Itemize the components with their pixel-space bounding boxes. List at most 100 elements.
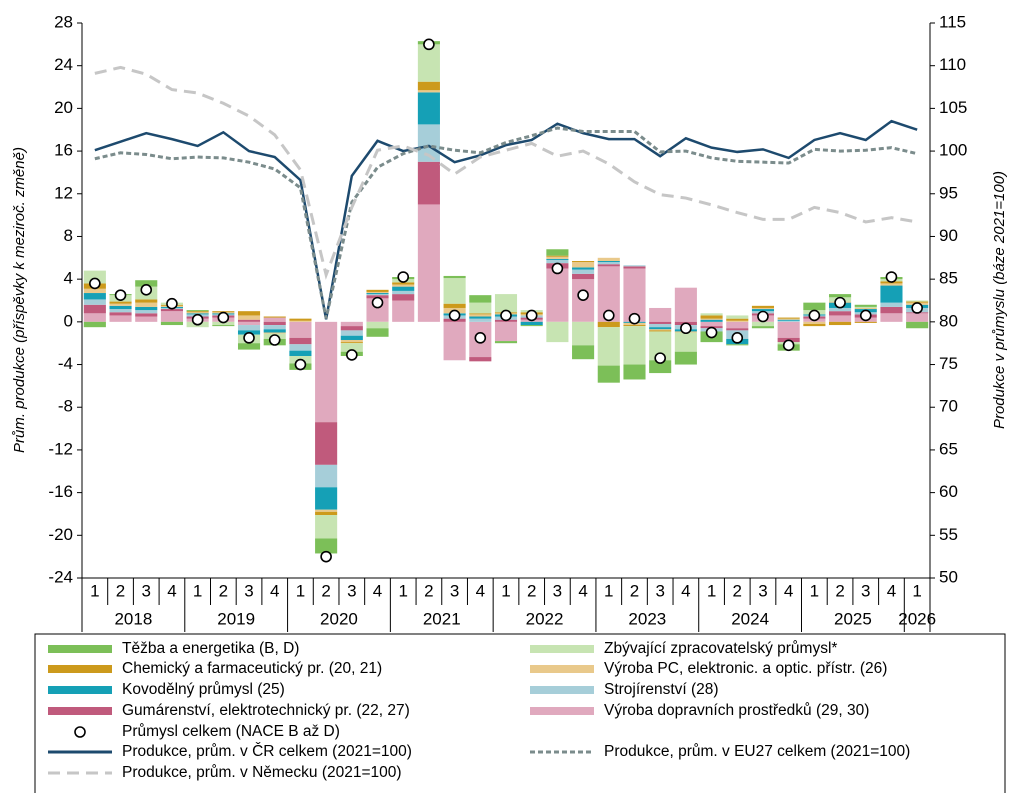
- bar-segment: [109, 301, 132, 304]
- bar-segment: [237, 343, 261, 350]
- total-point: [757, 310, 769, 323]
- bar-segment: [160, 321, 183, 326]
- bar-segment: [700, 319, 723, 322]
- bar-segment: [829, 315, 852, 322]
- legend-swatch: [48, 665, 112, 673]
- bar-segment: [340, 326, 363, 331]
- bar-segment: [803, 321, 826, 324]
- total-point: [628, 312, 641, 325]
- bar-segment: [623, 268, 646, 322]
- x-tick-label: 1: [604, 581, 613, 600]
- bar-segment: [315, 509, 338, 512]
- x-tick-label: 2: [424, 581, 433, 600]
- bar-segment: [572, 273, 595, 280]
- bar-segment: [340, 342, 363, 344]
- bar-segment: [623, 325, 646, 327]
- x-tick-label: 2: [835, 581, 844, 600]
- bar-segment: [597, 321, 620, 328]
- bar-segment: [443, 278, 466, 304]
- x-tick-label: 2: [219, 581, 228, 600]
- bar-segment: [340, 335, 363, 340]
- y2-tick-label: 95: [939, 183, 958, 202]
- total-point: [782, 339, 795, 352]
- bar-segment: [649, 321, 672, 324]
- y-tick-label: 16: [54, 141, 73, 160]
- total-point: [834, 296, 846, 309]
- bar-segment: [597, 365, 620, 383]
- legend-box: [34, 633, 1006, 793]
- bar-segment: [83, 288, 106, 294]
- total-point: [602, 309, 615, 322]
- total-point: [551, 262, 564, 275]
- bar-segment: [83, 313, 106, 322]
- bar-segment: [109, 305, 132, 310]
- y2-tick-label: 110: [939, 55, 966, 74]
- total-point: [397, 271, 410, 283]
- total-point: [371, 296, 384, 309]
- bar-segment: [417, 161, 440, 205]
- line-series: [94, 119, 918, 320]
- bar-segment: [443, 275, 466, 279]
- legend-label: Výroba PC, elektronic. a optic. přístr. …: [604, 660, 887, 677]
- bar-segment: [546, 321, 569, 343]
- x-tick-label: 4: [784, 581, 793, 600]
- bar-segment: [366, 328, 389, 337]
- y-tick-label: 28: [54, 12, 73, 31]
- bar-segment: [623, 364, 646, 380]
- bar-segment: [803, 302, 826, 311]
- year-label: 2023: [628, 609, 666, 628]
- total-point: [654, 352, 666, 364]
- bar-segment: [315, 511, 338, 516]
- bar-segment: [340, 339, 363, 343]
- bar-segment: [315, 422, 338, 465]
- legend-swatch: [530, 645, 594, 653]
- bar-segment: [494, 341, 518, 344]
- x-tick-label: 3: [450, 581, 459, 600]
- x-tick-label: 4: [578, 581, 587, 600]
- legend-swatch: [48, 707, 112, 715]
- total-point: [911, 302, 923, 314]
- legend-label: Těžba a energetika (B, D): [122, 640, 299, 657]
- bar-segment: [237, 311, 261, 316]
- legend-swatch: [530, 707, 594, 715]
- x-tick-label: 1: [398, 581, 407, 600]
- x-tick-label: 1: [90, 581, 99, 600]
- bar-segment: [700, 313, 723, 316]
- bar-segment: [880, 283, 903, 286]
- bar-segment: [212, 311, 235, 313]
- bar-segment: [83, 270, 106, 284]
- total-point: [705, 326, 718, 339]
- year-label: 2024: [731, 609, 769, 628]
- bar-segment: [289, 337, 312, 345]
- legend-label: Produkce, prům. v EU27 celkem (2021=100): [604, 743, 910, 760]
- bar-segment: [572, 261, 595, 263]
- y2-tick-label: 115: [939, 12, 966, 31]
- bar-segment: [649, 330, 672, 332]
- bar-segment: [597, 327, 620, 366]
- bar-segment: [186, 310, 209, 312]
- bar-segment: [135, 299, 158, 303]
- total-point: [577, 289, 589, 301]
- bar-segment: [597, 261, 620, 263]
- bar-segment: [777, 319, 800, 321]
- bar-segment: [572, 262, 595, 268]
- total-point: [525, 309, 538, 322]
- y-tick-label: -24: [48, 567, 73, 586]
- bar-segment: [700, 318, 723, 320]
- legend-label: Zbývající zpracovatelský průmysl*: [604, 640, 837, 657]
- bar-segment: [854, 304, 877, 307]
- total-point: [140, 284, 153, 296]
- bar-segment: [751, 305, 775, 308]
- y-tick-label: 24: [54, 55, 73, 74]
- bar-segment: [186, 311, 209, 313]
- bar-segment: [674, 351, 697, 365]
- bar-segment: [340, 343, 363, 352]
- legend-swatch: [74, 726, 86, 738]
- y-tick-label: -20: [48, 525, 73, 544]
- bar-segment: [726, 320, 749, 322]
- bar-segment: [315, 515, 338, 539]
- bar-segment: [366, 294, 389, 296]
- bar-segment: [623, 326, 646, 365]
- total-point: [808, 309, 821, 322]
